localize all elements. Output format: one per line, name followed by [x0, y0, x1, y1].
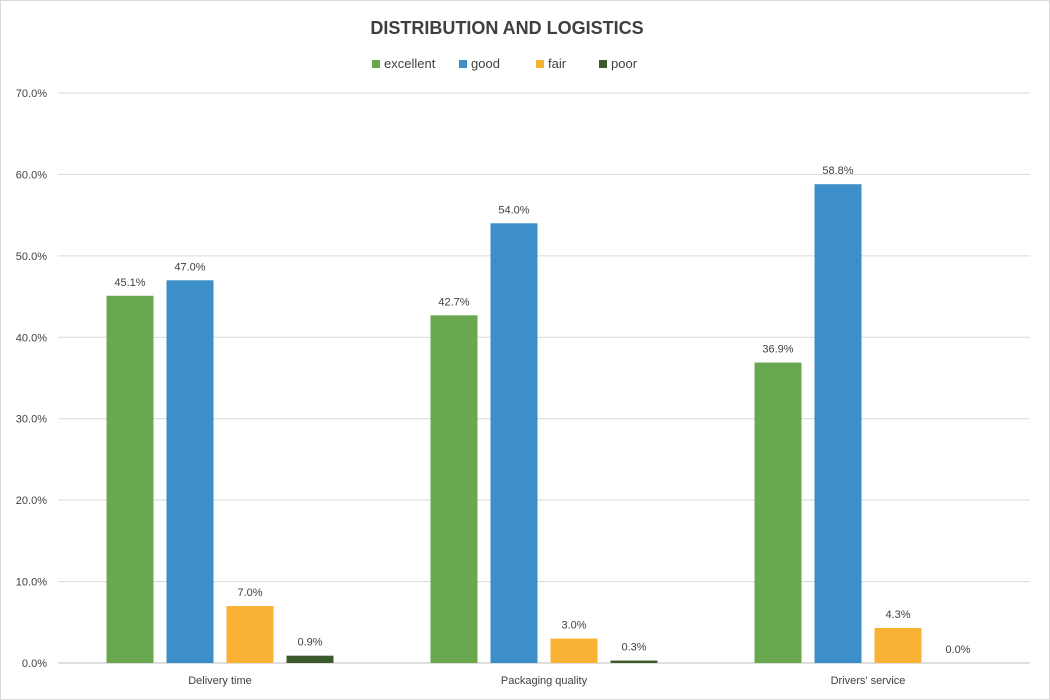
legend-label-fair: fair	[548, 56, 567, 71]
y-tick-label: 20.0%	[16, 495, 47, 507]
bar-good-2	[814, 184, 862, 663]
data-label-fair-2: 4.3%	[885, 609, 910, 621]
y-tick-label: 50.0%	[16, 251, 47, 263]
data-label-good-2: 58.8%	[822, 165, 853, 177]
data-label-excellent-0: 45.1%	[114, 277, 145, 289]
data-label-good-1: 54.0%	[498, 204, 529, 216]
data-label-good-0: 47.0%	[174, 261, 205, 273]
legend-swatch-good	[459, 60, 467, 68]
legend-label-excellent: excellent	[384, 56, 436, 71]
data-label-poor-2: 0.0%	[945, 644, 970, 656]
y-tick-label: 0.0%	[22, 658, 47, 670]
y-tick-label: 40.0%	[16, 332, 47, 344]
bar-excellent-0	[106, 295, 154, 663]
legend-swatch-excellent	[372, 60, 380, 68]
legend-swatch-fair	[536, 60, 544, 68]
chart-title: DISTRIBUTION AND LOGISTICS	[370, 18, 643, 38]
bar-excellent-1	[430, 315, 478, 663]
y-tick-label: 70.0%	[16, 88, 47, 100]
y-tick-label: 10.0%	[16, 577, 47, 589]
bar-poor-1	[610, 660, 658, 663]
data-labels: 45.1% 47.0% 7.0% 0.9% 42.7% 54.0% 3.0% 0.3% 36.9…	[114, 165, 970, 656]
bar-excellent-2	[754, 362, 802, 663]
x-category-label: Drivers' service	[831, 675, 906, 687]
data-label-fair-0: 7.0%	[237, 587, 262, 599]
bars	[106, 184, 922, 664]
bar-fair-0	[226, 606, 274, 663]
x-category-label: Delivery time	[188, 675, 252, 687]
bar-good-0	[166, 280, 214, 663]
legend-label-good: good	[471, 56, 500, 71]
data-label-excellent-1: 42.7%	[438, 296, 469, 308]
x-axis: Delivery time Packaging quality Drivers' s…	[188, 675, 905, 687]
data-label-poor-0: 0.9%	[297, 637, 322, 649]
y-axis: 0.0% 10.0% 20.0% 30.0% 40.0% 50.0% 60.0% 70.0%	[16, 88, 47, 670]
x-category-label: Packaging quality	[501, 675, 588, 687]
y-tick-label: 60.0%	[16, 169, 47, 181]
bar-good-1	[490, 223, 538, 664]
data-label-poor-1: 0.3%	[621, 642, 646, 654]
data-label-fair-1: 3.0%	[561, 620, 586, 632]
y-tick-label: 30.0%	[16, 414, 47, 426]
legend-label-poor: poor	[611, 56, 638, 71]
legend: excellent good fair poor	[372, 56, 638, 71]
legend-swatch-poor	[599, 60, 607, 68]
bar-poor-0	[286, 655, 334, 663]
bar-fair-2	[874, 627, 922, 663]
gridlines	[58, 92, 1030, 664]
bar-fair-1	[550, 638, 598, 663]
data-label-excellent-2: 36.9%	[762, 344, 793, 356]
